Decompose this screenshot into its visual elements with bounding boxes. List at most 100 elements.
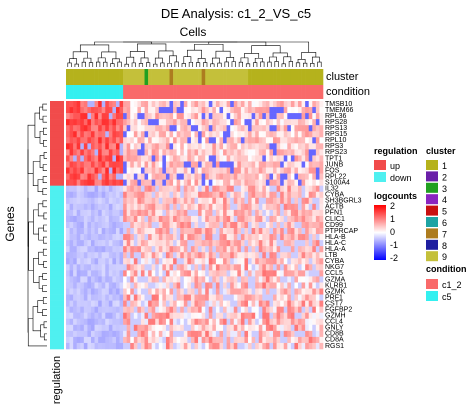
heatmap-cell [226, 300, 231, 307]
heatmap-cell [126, 228, 131, 235]
heatmap-cell [244, 149, 249, 156]
gene-label: CYBA [325, 258, 344, 265]
heatmap-cell [148, 185, 152, 193]
condition-annotation-cell [83, 85, 88, 99]
heatmap-cell [151, 149, 156, 156]
heatmap-cell [212, 252, 217, 259]
cluster-annotation-cell [212, 69, 217, 85]
heatmap-cell [212, 143, 217, 150]
heatmap-cell [180, 209, 185, 217]
heatmap-cell [319, 318, 324, 326]
heatmap-cell [290, 143, 295, 150]
heatmap-cell [298, 143, 302, 150]
heatmap-cell [315, 161, 320, 168]
condition-annotation-cell [108, 85, 113, 99]
heatmap-cell [308, 300, 313, 307]
heatmap-cell [73, 264, 78, 271]
heatmap-cell [190, 101, 195, 108]
heatmap-cell [308, 191, 313, 199]
condition-annotation-cell [76, 85, 81, 99]
gene-label: LTB [325, 252, 338, 259]
heatmap-cell [90, 294, 95, 301]
heatmap-cell [173, 336, 177, 344]
heatmap-cell [176, 276, 181, 283]
heatmap-cell [173, 270, 177, 277]
heatmap-cell [133, 270, 138, 277]
heatmap-cell [269, 185, 274, 193]
heatmap-cell [76, 203, 81, 211]
heatmap-cell [312, 240, 317, 247]
heatmap-cell [90, 300, 95, 307]
heatmap-cell [115, 318, 120, 326]
heatmap-cell [162, 155, 167, 162]
heatmap-cell [273, 276, 277, 283]
heatmap-cell [137, 101, 142, 108]
heatmap-cell [108, 209, 113, 217]
column-dendrogram-branch [317, 61, 322, 67]
heatmap-cell [83, 264, 88, 271]
heatmap-cell [173, 252, 177, 259]
heatmap-cell [133, 161, 138, 168]
heatmap-cell [273, 336, 277, 344]
heatmap-cell [90, 137, 95, 144]
heatmap-cell [148, 300, 152, 307]
heatmap-cell [280, 101, 285, 108]
heatmap-cell [223, 252, 227, 259]
heatmap-cell [130, 306, 135, 314]
heatmap-cell [98, 209, 102, 217]
row-dendrogram-branch [42, 273, 47, 280]
heatmap-cell [83, 131, 88, 138]
heatmap-cell [226, 209, 231, 217]
heatmap-cell [80, 270, 85, 277]
heatmap-cell [105, 197, 110, 205]
heatmap-cell [198, 113, 202, 120]
heatmap-cell [308, 155, 313, 162]
heatmap-cell [294, 282, 299, 289]
heatmap-cell [162, 119, 167, 126]
heatmap-cell [208, 318, 213, 326]
heatmap-cell [158, 318, 163, 326]
heatmap-cell [165, 215, 170, 223]
heatmap-cell [215, 167, 220, 174]
heatmap-cell [208, 155, 213, 162]
heatmap-cell [273, 149, 277, 156]
heatmap-cell [315, 276, 320, 283]
heatmap-cell [155, 143, 160, 150]
heatmap-cell [158, 240, 163, 247]
heatmap-cell [269, 228, 274, 235]
heatmap-cell [108, 125, 113, 132]
heatmap-cell [73, 131, 78, 138]
heatmap-cell [262, 294, 267, 301]
heatmap-cell [73, 179, 78, 186]
heatmap-cell [258, 215, 263, 223]
heatmap-cell [80, 336, 85, 344]
heatmap-cell [87, 203, 92, 211]
heatmap-cell [230, 312, 235, 320]
condition-annotation-cell [173, 85, 177, 99]
heatmap-cell [126, 330, 131, 338]
heatmap-cell [273, 288, 277, 295]
heatmap-cell [162, 185, 167, 193]
heatmap-cell [140, 101, 145, 108]
heatmap-cell [237, 312, 242, 320]
heatmap-cell [248, 113, 252, 120]
heatmap-cell [180, 125, 185, 132]
heatmap-cell [280, 270, 285, 277]
heatmap-cell [255, 294, 260, 301]
heatmap-cell [283, 318, 288, 326]
heatmap-cell [198, 143, 202, 150]
heatmap-cell [265, 161, 270, 168]
heatmap-cell [301, 234, 306, 241]
heatmap-cell [269, 203, 274, 211]
cluster-annotation-cell [273, 69, 277, 85]
heatmap-cell [283, 137, 288, 144]
heatmap-cell [187, 203, 192, 211]
cluster-annotation-cell [162, 69, 167, 85]
heatmap-cell [248, 125, 252, 132]
heatmap-cell [162, 228, 167, 235]
heatmap-cell [294, 191, 299, 199]
heatmap-cell [140, 276, 145, 283]
heatmap-cell [108, 270, 113, 277]
heatmap-cell [265, 185, 270, 193]
heatmap-cell [87, 270, 92, 277]
